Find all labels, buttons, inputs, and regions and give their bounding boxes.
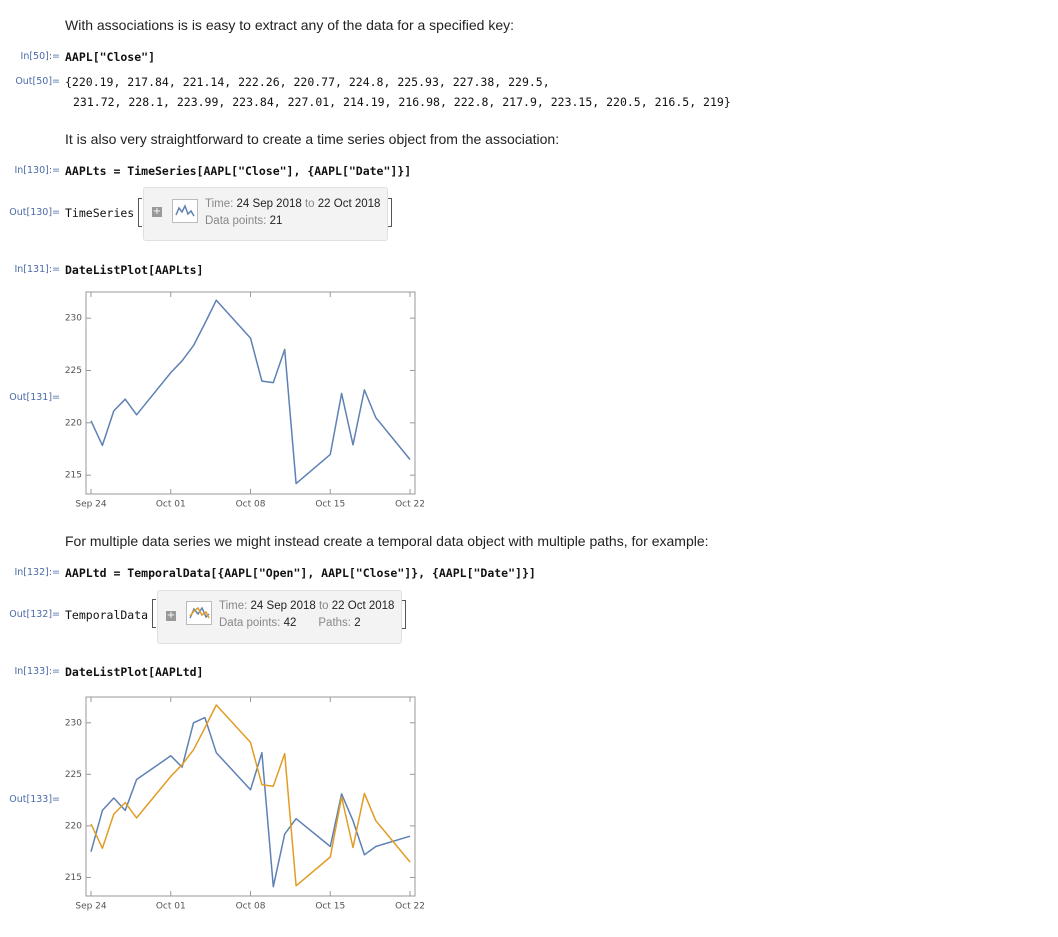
y-tick-label: 230 <box>65 718 82 728</box>
y-tick-label: 215 <box>65 471 82 481</box>
out-label: Out[133]= <box>9 794 60 805</box>
y-tick-label: 225 <box>65 366 82 376</box>
expand-icon[interactable]: + <box>166 610 176 621</box>
head: TimeSeries <box>65 206 135 220</box>
points-line: Data points: 42 Paths: 2 <box>219 617 361 629</box>
y-tick-label: 215 <box>65 873 82 883</box>
y-tick-label: 225 <box>65 770 82 780</box>
x-tick-label: Oct 01 <box>156 902 186 912</box>
x-tick-label: Oct 08 <box>236 500 266 510</box>
out-label: Out[130]= <box>9 207 60 218</box>
y-tick-label: 230 <box>65 314 82 324</box>
code: AAPL["Close"] <box>65 50 156 64</box>
out-label: Out[131]= <box>9 392 60 403</box>
code: DateListPlot[AAPLts] <box>65 263 204 277</box>
thumb <box>189 606 210 619</box>
thumb-icon <box>186 601 212 625</box>
text-cell: For multiple data series we might instea… <box>65 533 709 549</box>
bracket <box>402 600 406 629</box>
output: {220.19, 217.84, 221.14, 222.26, 220.77,… <box>65 75 550 89</box>
text-cell: It is also very straightforward to creat… <box>65 131 560 147</box>
x-tick-label: Oct 15 <box>315 500 345 510</box>
time-line: Time: 24 Sep 2018 to 22 Oct 2018 <box>205 198 381 210</box>
series-line <box>90 299 411 485</box>
thumb-icon <box>172 199 198 223</box>
series-line <box>90 704 411 887</box>
x-tick-label: Oct 01 <box>156 500 186 510</box>
x-tick-label: Oct 15 <box>315 902 345 912</box>
bracket <box>138 198 142 227</box>
code: DateListPlot[AAPLtd] <box>65 665 204 679</box>
y-tick-label: 220 <box>65 418 82 428</box>
bracket <box>388 198 392 227</box>
text-cell: With associations is is easy to extract … <box>65 17 514 33</box>
in-label: In[50]:= <box>20 51 60 62</box>
head: TemporalData <box>65 608 149 622</box>
x-tick-label: Oct 22 <box>395 500 425 510</box>
output: 231.72, 228.1, 223.99, 223.84, 227.01, 2… <box>73 95 731 109</box>
y-tick-label: 220 <box>65 821 82 831</box>
series-line <box>90 716 411 888</box>
code: AAPLtd = TemporalData[{AAPL["Open"], AAP… <box>65 566 536 580</box>
out-label: Out[50]= <box>15 76 60 87</box>
x-tick-label: Oct 22 <box>395 902 425 912</box>
expand-icon[interactable]: + <box>152 206 162 217</box>
thumb <box>175 204 195 217</box>
x-tick-label: Sep 24 <box>75 500 107 510</box>
x-tick-label: Sep 24 <box>75 902 107 912</box>
code: AAPLts = TimeSeries[AAPL["Close"], {AAPL… <box>65 164 412 178</box>
points-line: Data points: 21 <box>205 215 283 227</box>
out-label: Out[132]= <box>9 609 60 620</box>
in-label: In[132]:= <box>14 567 60 578</box>
bracket <box>152 599 156 628</box>
in-label: In[133]:= <box>14 666 60 677</box>
in-label: In[131]:= <box>14 264 60 275</box>
time-line: Time: 24 Sep 2018 to 22 Oct 2018 <box>219 600 395 612</box>
in-label: In[130]:= <box>14 165 60 176</box>
x-tick-label: Oct 08 <box>236 902 266 912</box>
